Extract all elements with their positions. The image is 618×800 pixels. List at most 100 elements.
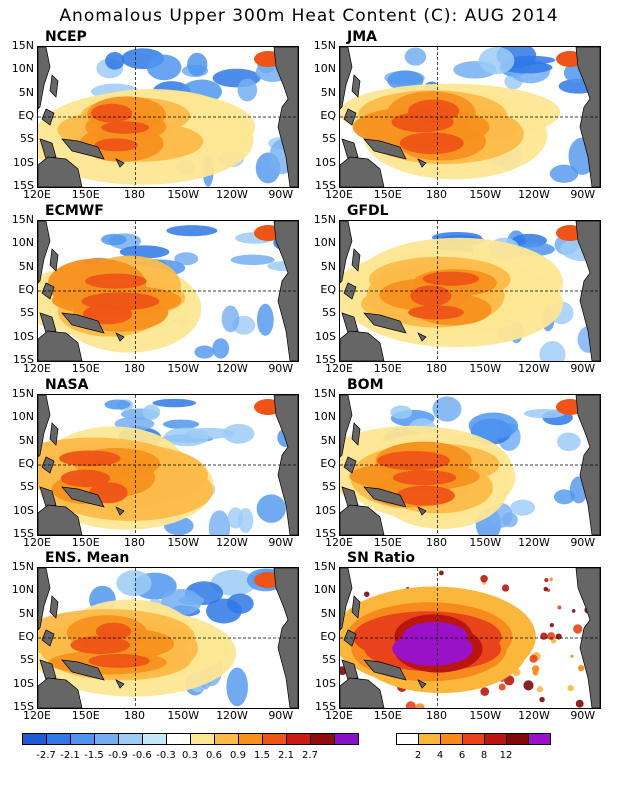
island: [341, 312, 359, 334]
lat-tick-label: 5N: [18, 259, 34, 273]
lon-tick-label: 180: [426, 188, 447, 201]
negative-anomaly-patch: [549, 164, 579, 183]
island: [39, 138, 57, 160]
panel-label: ECMWF: [45, 203, 104, 219]
lat-tick-label: 15N: [11, 213, 34, 226]
lat-tick-label: 5N: [320, 85, 336, 99]
island: [351, 595, 361, 619]
negative-anomaly-patch: [256, 494, 286, 523]
negative-anomaly-patch: [119, 245, 170, 259]
australia: [38, 156, 83, 187]
heat-content-map: [340, 395, 600, 535]
positive-anomaly-patch: [95, 622, 132, 640]
panel-label: NCEP: [45, 29, 87, 45]
asia-coast: [38, 395, 51, 458]
island: [351, 422, 361, 446]
australia: [38, 330, 83, 361]
new-guinea: [363, 486, 407, 508]
snr-colorbar-swatch: [396, 733, 419, 745]
positive-anomaly-patch: [399, 132, 464, 155]
snr-speckle: [532, 669, 539, 676]
positive-anomaly-patch: [101, 121, 150, 134]
lat-tick-label: 10N: [313, 583, 336, 597]
anomaly-colorbar-swatch: [46, 733, 71, 745]
anomaly-field: [38, 398, 295, 535]
anomaly-colorbar-label: 0.3: [182, 750, 198, 761]
negative-anomaly-patch: [166, 225, 218, 237]
lat-tick-label: 5S: [20, 306, 34, 320]
anomaly-colorbar-swatch: [118, 733, 143, 745]
snr-speckle: [501, 584, 510, 592]
snr-speckle: [549, 577, 553, 582]
negative-anomaly-patch: [478, 47, 515, 75]
lat-tick-label: 10S: [315, 329, 336, 343]
asia-coast: [38, 47, 51, 110]
positive-anomaly-patch: [410, 285, 452, 307]
anomaly-colorbar-swatch: [262, 733, 287, 745]
lon-tick-label: 90W: [268, 709, 294, 722]
lat-tick-label: EQ: [320, 283, 336, 296]
snr-speckle: [567, 685, 574, 692]
anomaly-colorbar-label: -0.3: [156, 750, 176, 761]
figure-title: Anomalous Upper 300m Heat Content (C): A…: [59, 6, 559, 26]
lon-tick-label: 150W: [167, 709, 200, 722]
lat-tick-label: 10S: [315, 155, 336, 169]
lat-tick-label: 10S: [315, 503, 336, 517]
australia: [340, 504, 385, 535]
lat-tick-label: EQ: [18, 109, 34, 122]
island: [417, 506, 427, 516]
negative-anomaly-patch: [187, 52, 208, 77]
lon-tick-label: 180: [426, 536, 447, 549]
lat-tick-label: 15S: [315, 700, 336, 713]
anomaly-colorbar-swatch: [310, 733, 335, 745]
map-panel-gfdl: [339, 220, 601, 362]
snr-colorbar-swatch: [528, 733, 551, 745]
lat-tick-label: 5S: [322, 306, 336, 320]
snr-colorbar-swatch: [462, 733, 485, 745]
negative-anomaly-patch: [146, 54, 182, 81]
lat-tick-label: 10N: [313, 236, 336, 250]
heat-content-map: [340, 221, 600, 361]
snr-speckle: [573, 624, 583, 634]
positive-anomaly-patch: [94, 138, 138, 152]
snr-speckle: [549, 623, 554, 628]
negative-anomaly-patch: [256, 303, 274, 336]
lon-tick-label: 150E: [71, 536, 100, 549]
anomaly-colorbar-label: -1.5: [84, 750, 104, 761]
snr-colorbar-label: 8: [480, 750, 488, 761]
anomaly-field: [38, 48, 298, 187]
island: [39, 312, 57, 334]
island: [351, 248, 361, 272]
positive-anomaly-patch: [82, 303, 133, 325]
lat-tick-label: 15N: [313, 39, 336, 52]
lat-tick-label: 5N: [320, 433, 336, 447]
snr-speckle: [438, 570, 444, 576]
lon-tick-label: 90W: [570, 536, 596, 549]
lon-tick-label: 180: [426, 709, 447, 722]
anomaly-colorbar-swatch: [142, 733, 167, 745]
island: [115, 506, 125, 516]
snr-speckle: [571, 609, 576, 613]
lon-tick-label: 90W: [570, 362, 596, 375]
negative-anomaly-patch: [174, 252, 199, 266]
lon-tick-label: 120E: [23, 362, 51, 375]
positive-anomaly-patch: [88, 654, 150, 668]
lon-tick-label: 150E: [71, 188, 100, 201]
snr-speckle: [498, 683, 506, 691]
new-guinea: [61, 138, 105, 160]
anomaly-colorbar-label: -0.6: [132, 750, 152, 761]
lat-tick-label: 15S: [315, 179, 336, 192]
lat-tick-label: 10N: [11, 410, 34, 424]
lat-tick-label: EQ: [18, 457, 34, 470]
negative-anomaly-patch: [116, 570, 152, 597]
negative-anomaly-patch: [523, 409, 565, 419]
negative-anomaly-patch: [510, 499, 536, 516]
lat-tick-label: 5N: [18, 85, 34, 99]
anomaly-colorbar-swatch: [22, 733, 47, 745]
asia-coast: [340, 395, 353, 458]
lon-tick-label: 120E: [23, 536, 51, 549]
lat-tick-label: 5N: [18, 606, 34, 620]
new-guinea: [61, 659, 105, 681]
lon-tick-label: 180: [124, 709, 145, 722]
lon-tick-label: 120E: [325, 709, 353, 722]
